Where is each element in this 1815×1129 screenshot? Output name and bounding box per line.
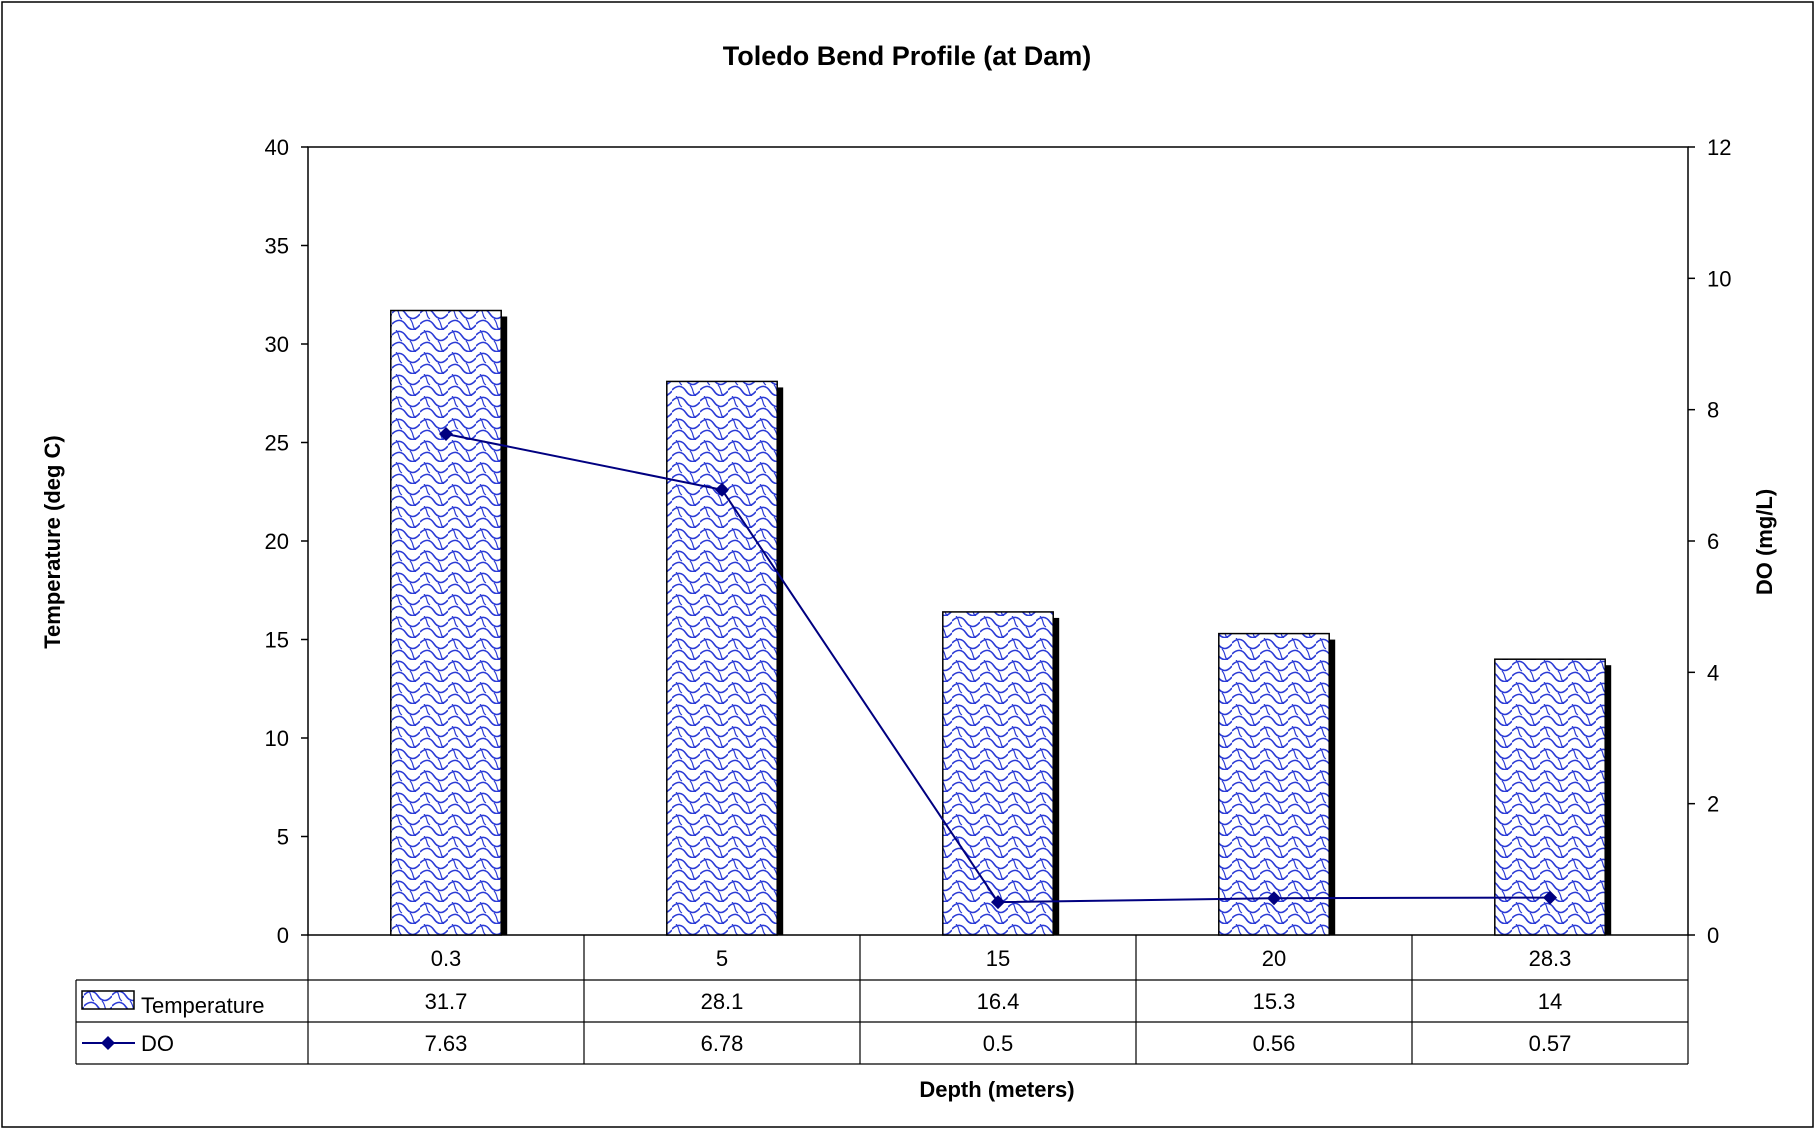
y-right-tick-label: 2 bbox=[1707, 792, 1719, 817]
bar-temperature bbox=[1494, 658, 1606, 936]
y-left-axis-label: Temperature (deg C) bbox=[40, 435, 65, 649]
data-label: 0.5 bbox=[983, 1031, 1014, 1056]
data-label: 0.57 bbox=[1529, 1031, 1572, 1056]
do-point bbox=[715, 482, 729, 497]
y-left-tick-label: 20 bbox=[265, 529, 289, 554]
y-left-tick-label: 0 bbox=[277, 923, 289, 948]
do-point bbox=[439, 426, 453, 441]
do-point bbox=[1543, 890, 1557, 905]
y-left-tick-label: 5 bbox=[277, 825, 289, 850]
y-right-tick-label: 12 bbox=[1707, 135, 1731, 160]
bar-temperature bbox=[942, 611, 1054, 936]
data-label: 0.56 bbox=[1253, 1031, 1296, 1056]
data-label: 14 bbox=[1538, 989, 1562, 1014]
x-tick-label: 20 bbox=[1262, 946, 1286, 971]
y-right-tick-label: 4 bbox=[1707, 660, 1719, 685]
legend-key-temperature bbox=[81, 990, 135, 1010]
bar-temperature bbox=[666, 380, 778, 936]
legend-label-do: DO bbox=[141, 1031, 174, 1056]
y-right-tick-label: 10 bbox=[1707, 266, 1731, 291]
data-label: 6.78 bbox=[701, 1031, 744, 1056]
legend-label-temperature: Temperature bbox=[141, 993, 265, 1018]
y-right-tick-label: 0 bbox=[1707, 923, 1719, 948]
y-right-axis-label: DO (mg/L) bbox=[1752, 489, 1777, 595]
y-left-tick-label: 25 bbox=[265, 431, 289, 456]
bar-temperature bbox=[1218, 632, 1330, 936]
y-left-tick-label: 10 bbox=[265, 726, 289, 751]
x-tick-label: 5 bbox=[716, 946, 728, 971]
data-label: 31.7 bbox=[425, 989, 468, 1014]
do-point bbox=[991, 895, 1005, 910]
legend-key-do-marker bbox=[101, 1036, 115, 1050]
y-right-tick-label: 8 bbox=[1707, 398, 1719, 423]
y-right-tick-label: 6 bbox=[1707, 529, 1719, 554]
x-tick-label: 0.3 bbox=[431, 946, 462, 971]
y-left-tick-label: 35 bbox=[265, 234, 289, 259]
y-left-tick-label: 15 bbox=[265, 628, 289, 653]
x-axis-label: Depth (meters) bbox=[919, 1077, 1074, 1102]
data-label: 15.3 bbox=[1253, 989, 1296, 1014]
data-label: 16.4 bbox=[977, 989, 1020, 1014]
chart-title: Toledo Bend Profile (at Dam) bbox=[723, 41, 1092, 71]
do-point bbox=[1267, 891, 1281, 906]
data-label: 28.1 bbox=[701, 989, 744, 1014]
x-tick-label: 28.3 bbox=[1529, 946, 1572, 971]
x-tick-label: 15 bbox=[986, 946, 1010, 971]
y-left-tick-label: 30 bbox=[265, 332, 289, 357]
plot-area: 0 5 10 15 20 25 30 35 40 0 2 4 6 8 10 12 0.3 5 15 20 28.3 31.… bbox=[75, 135, 1731, 1065]
y-left-tick-label: 40 bbox=[265, 135, 289, 160]
bar-temperature bbox=[390, 309, 502, 936]
data-label: 7.63 bbox=[425, 1031, 468, 1056]
